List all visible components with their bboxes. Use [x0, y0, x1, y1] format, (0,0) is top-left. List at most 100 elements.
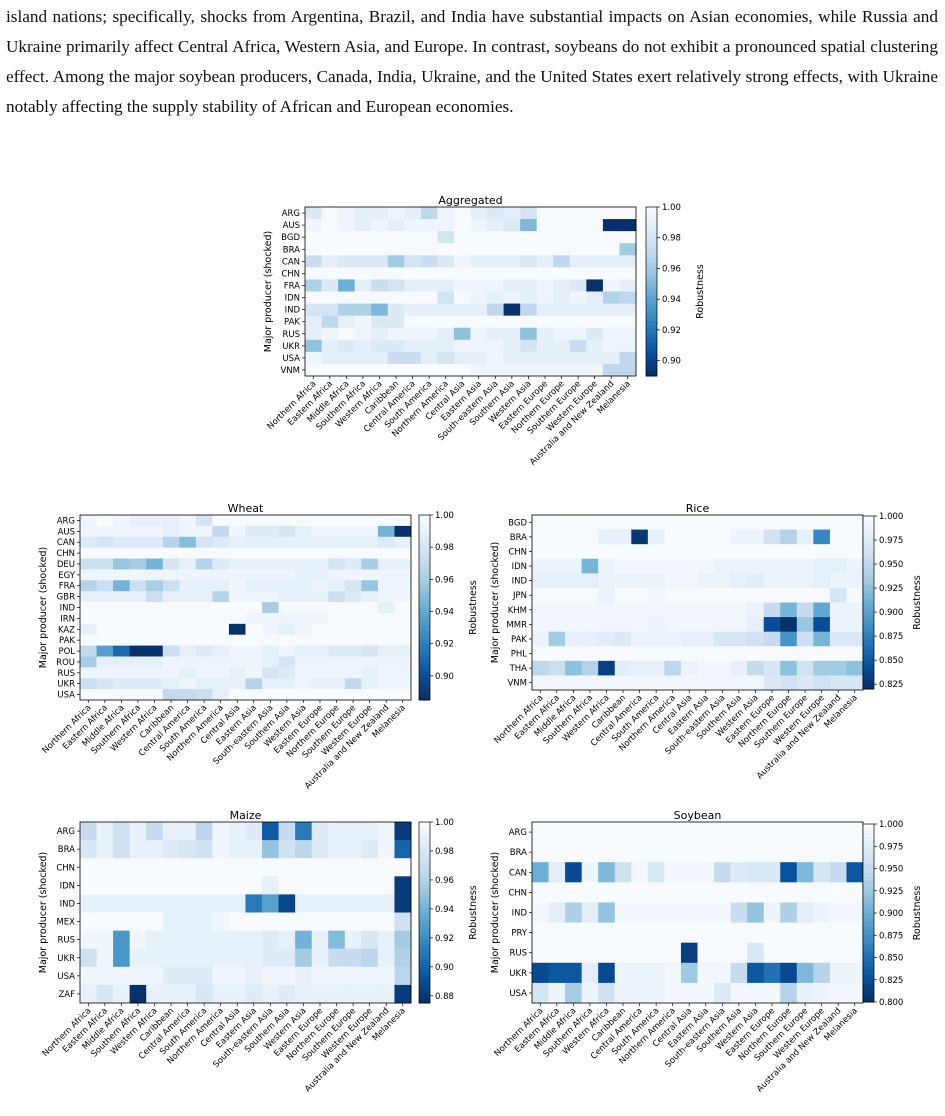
- heatmap-cell: [344, 858, 362, 877]
- heatmap-cell: [228, 602, 246, 614]
- heatmap-cell: [598, 602, 616, 618]
- heatmap-cell: [377, 840, 395, 859]
- heatmap-cell: [796, 544, 814, 560]
- heatmap-cell: [195, 591, 213, 603]
- heatmap-cell: [179, 876, 197, 895]
- heatmap-cell: [614, 617, 632, 633]
- colorbar-segment: [646, 283, 657, 288]
- heatmap-cell: [553, 303, 571, 317]
- colorbar-segment: [863, 654, 874, 660]
- heatmap-cell: [96, 547, 114, 559]
- heatmap-cell: [361, 966, 379, 986]
- heatmap-cell: [113, 612, 131, 625]
- heatmap-cell: [730, 602, 748, 618]
- heatmap-cell: [420, 351, 438, 365]
- heatmap-cell: [305, 351, 322, 365]
- heatmap-cell: [212, 591, 230, 603]
- heatmap-cell: [195, 558, 213, 570]
- colorbar-segment: [419, 889, 430, 895]
- heatmap-cell: [278, 667, 296, 679]
- heatmap-cell: [228, 580, 246, 592]
- y-tick-label: AUS: [283, 221, 300, 231]
- heatmap-cell: [295, 634, 313, 646]
- heatmap-cell: [532, 882, 549, 903]
- heatmap-cell: [437, 279, 455, 292]
- colorbar-segment: [419, 663, 430, 669]
- heatmap-cell: [305, 303, 322, 317]
- heatmap-cell: [602, 339, 620, 353]
- heatmap-cell: [548, 529, 566, 545]
- heatmap-cell: [377, 930, 395, 950]
- heatmap-cell: [245, 656, 263, 668]
- heatmap-cell: [697, 529, 715, 545]
- heatmap-cell: [394, 894, 412, 913]
- colorbar-segment: [863, 663, 874, 668]
- heatmap-cell: [619, 339, 637, 353]
- heatmap-cell: [338, 243, 356, 256]
- heatmap-cell: [796, 842, 814, 863]
- heatmap-cell: [179, 912, 197, 931]
- colorbar-segment: [419, 944, 430, 950]
- heatmap-cell: [212, 634, 230, 646]
- heatmap-cell: [96, 840, 114, 859]
- heatmap-cell: [598, 646, 616, 662]
- heatmap-cell: [581, 544, 599, 560]
- heatmap-cell: [581, 529, 599, 545]
- heatmap-cell: [228, 515, 246, 527]
- heatmap-cell: [437, 255, 455, 268]
- heatmap-cell: [305, 219, 322, 232]
- colorbar-segment: [419, 538, 430, 544]
- heatmap-cell: [780, 675, 798, 691]
- heatmap-cell: [212, 536, 230, 549]
- heatmap-cell: [228, 876, 246, 895]
- colorbar-tick-label: 1.000: [879, 820, 903, 830]
- heatmap-cell: [311, 645, 329, 657]
- heatmap-cell: [470, 363, 488, 377]
- heatmap-cell: [96, 948, 114, 968]
- heatmap-cell: [487, 303, 504, 317]
- heatmap-cell: [420, 327, 438, 341]
- heatmap-cell: [829, 862, 847, 883]
- heatmap-cell: [146, 558, 164, 570]
- heatmap-cell: [664, 942, 682, 964]
- colorbar-segment: [863, 676, 874, 681]
- heatmap-cell: [780, 617, 798, 633]
- heatmap-cell: [344, 569, 362, 581]
- heatmap-cell: [829, 573, 847, 589]
- heatmap-cell: [377, 645, 395, 657]
- y-tick-label: BRA: [510, 533, 527, 543]
- heatmap-cell: [179, 602, 197, 614]
- heatmap-cell: [195, 948, 213, 968]
- heatmap-cell: [420, 315, 438, 329]
- heatmap-cell: [714, 922, 731, 944]
- colorbar-segment: [419, 844, 430, 850]
- heatmap-cell: [162, 894, 180, 913]
- heatmap-cell: [354, 291, 372, 304]
- heatmap-cell: [262, 515, 279, 527]
- heatmap-cell: [714, 862, 731, 883]
- colorbar-segment: [863, 926, 874, 932]
- colorbar-segment: [419, 903, 430, 909]
- colorbar-segment: [419, 589, 430, 595]
- wheat-heatmap-panel: WheatARGAUSCANCHNDEUEGYFRAGBRINDIRNKAZPA…: [38, 502, 479, 791]
- heatmap-cell: [586, 279, 604, 292]
- heatmap-cell: [328, 858, 346, 877]
- colorbar-segment: [646, 363, 657, 369]
- heatmap-cell: [780, 962, 798, 984]
- heatmap-cell: [631, 617, 649, 633]
- heatmap-cell: [387, 231, 405, 244]
- y-tick-label: USA: [509, 989, 527, 999]
- heatmap-cell: [846, 962, 864, 984]
- heatmap-cell: [503, 279, 521, 292]
- heatmap-cell: [129, 858, 147, 877]
- heatmap-cell: [536, 279, 554, 292]
- heatmap-cell: [565, 587, 583, 603]
- heatmap-cell: [780, 631, 798, 647]
- heatmap-cell: [80, 822, 97, 841]
- heatmap-cell: [598, 631, 616, 647]
- heatmap-cell: [96, 591, 114, 603]
- heatmap-cell: [796, 902, 814, 923]
- heatmap-cell: [394, 634, 412, 646]
- heatmap-cell: [377, 984, 395, 1004]
- heatmap-cell: [278, 948, 296, 968]
